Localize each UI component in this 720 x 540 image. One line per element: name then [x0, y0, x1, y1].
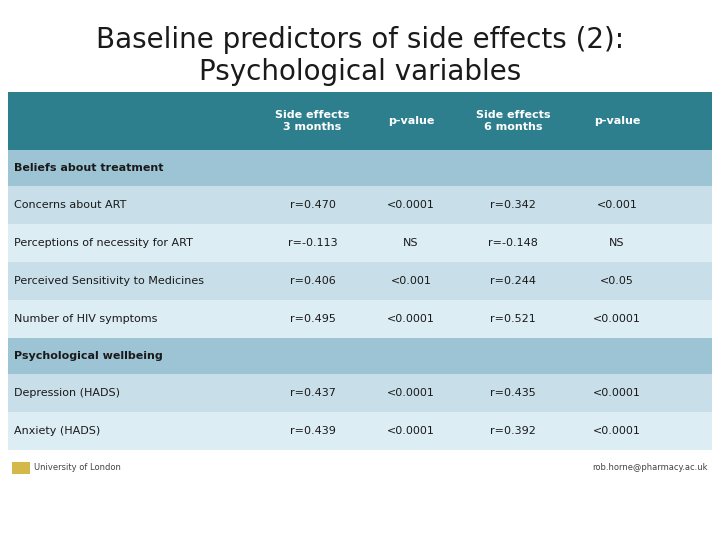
Text: p-value: p-value: [388, 116, 434, 126]
Text: r=0.437: r=0.437: [289, 388, 336, 398]
Text: r=-0.113: r=-0.113: [288, 238, 337, 248]
Text: Number of HIV symptoms: Number of HIV symptoms: [14, 314, 158, 324]
Text: NS: NS: [403, 238, 419, 248]
Bar: [12, 462, 30, 474]
Text: <0.0001: <0.0001: [387, 200, 435, 210]
Text: rob.horne@pharmacy.ac.uk: rob.horne@pharmacy.ac.uk: [593, 462, 708, 471]
Bar: [8, 374, 712, 412]
Text: Side effects
6 months: Side effects 6 months: [476, 110, 550, 132]
Text: Side effects
3 months: Side effects 3 months: [275, 110, 350, 132]
Text: r=0.435: r=0.435: [490, 388, 536, 398]
Text: Depression (HADS): Depression (HADS): [14, 388, 120, 398]
Bar: [8, 262, 712, 300]
Bar: [8, 92, 712, 150]
Text: <0.0001: <0.0001: [593, 314, 641, 324]
Text: Anxiety (HADS): Anxiety (HADS): [14, 426, 100, 436]
Text: Baseline predictors of side effects (2):: Baseline predictors of side effects (2):: [96, 26, 624, 54]
Text: r=-0.148: r=-0.148: [488, 238, 538, 248]
Text: <0.0001: <0.0001: [593, 426, 641, 436]
Text: <0.0001: <0.0001: [387, 426, 435, 436]
Text: Concerns about ART: Concerns about ART: [14, 200, 127, 210]
Text: Beliefs about treatment: Beliefs about treatment: [14, 163, 163, 173]
Text: <0.0001: <0.0001: [387, 314, 435, 324]
Text: r=0.342: r=0.342: [490, 200, 536, 210]
Text: Perceived Sensitivity to Medicines: Perceived Sensitivity to Medicines: [14, 276, 204, 286]
Text: r=0.392: r=0.392: [490, 426, 536, 436]
Bar: [8, 224, 712, 262]
Text: r=0.439: r=0.439: [289, 426, 336, 436]
Text: Psychological variables: Psychological variables: [199, 58, 521, 86]
Text: r=0.406: r=0.406: [289, 276, 336, 286]
Text: r=0.495: r=0.495: [289, 314, 336, 324]
Bar: [8, 300, 712, 338]
Bar: [8, 186, 712, 224]
Text: p-value: p-value: [594, 116, 640, 126]
Text: r=0.521: r=0.521: [490, 314, 536, 324]
Text: <0.05: <0.05: [600, 276, 634, 286]
Text: University of London: University of London: [34, 462, 121, 471]
Bar: [8, 412, 712, 450]
Text: <0.0001: <0.0001: [593, 388, 641, 398]
Text: NS: NS: [609, 238, 625, 248]
Text: <0.0001: <0.0001: [387, 388, 435, 398]
Text: r=0.244: r=0.244: [490, 276, 536, 286]
Text: r=0.470: r=0.470: [289, 200, 336, 210]
Text: <0.001: <0.001: [597, 200, 637, 210]
Bar: [8, 150, 712, 186]
Text: Perceptions of necessity for ART: Perceptions of necessity for ART: [14, 238, 193, 248]
Bar: [8, 338, 712, 374]
Text: Psychological wellbeing: Psychological wellbeing: [14, 351, 163, 361]
Text: <0.001: <0.001: [391, 276, 431, 286]
